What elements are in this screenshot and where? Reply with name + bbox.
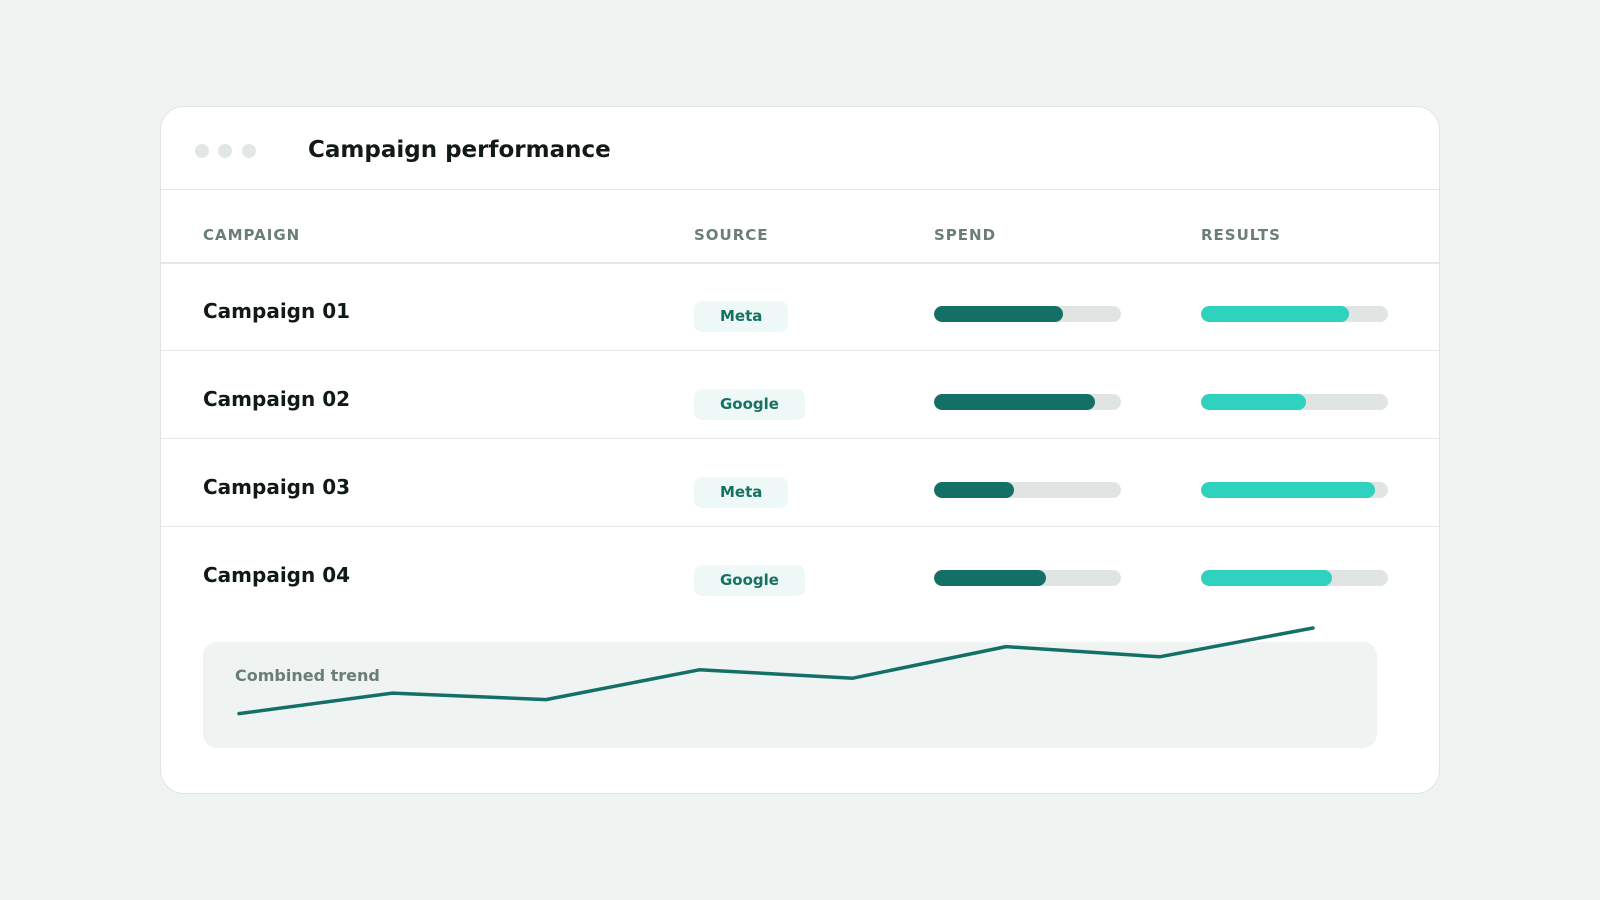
spend-bar-fill: [934, 570, 1047, 586]
campaign-name: Campaign 04: [203, 563, 351, 587]
window-title: Campaign performance: [308, 137, 611, 163]
results-bar: [1201, 394, 1388, 410]
table-row[interactable]: Campaign 02 Google: [161, 351, 1439, 439]
trend-sparkline: [237, 626, 1315, 716]
window-control-dot[interactable]: [195, 144, 209, 158]
spend-bar: [934, 570, 1121, 586]
results-bar-fill: [1201, 394, 1306, 410]
results-bar: [1201, 306, 1388, 322]
campaign-name: Campaign 03: [203, 475, 351, 499]
results-bar-fill: [1201, 482, 1375, 498]
campaign-name: Campaign 02: [203, 387, 351, 411]
trend-label: Combined trend: [235, 666, 380, 685]
window-control-dot[interactable]: [218, 144, 232, 158]
spend-bar-fill: [934, 482, 1015, 498]
source-badge: Meta: [694, 477, 789, 508]
results-bar-fill: [1201, 306, 1349, 322]
spend-bar-fill: [934, 394, 1095, 410]
column-header-results: RESULTS: [1201, 226, 1281, 244]
combined-trend-panel: Combined trend: [203, 626, 1377, 748]
spend-bar: [934, 306, 1121, 322]
source-badge: Meta: [694, 301, 789, 332]
column-header-source: SOURCE: [694, 226, 769, 244]
spend-bar: [934, 394, 1121, 410]
results-bar-fill: [1201, 570, 1332, 586]
results-bar: [1201, 482, 1388, 498]
campaign-performance-window: Campaign performance CAMPAIGN SOURCE SPE…: [160, 106, 1440, 794]
header-divider: [161, 262, 1439, 264]
spend-bar: [934, 482, 1121, 498]
table-row[interactable]: Campaign 03 Meta: [161, 439, 1439, 527]
window-control-dot[interactable]: [242, 144, 256, 158]
campaign-name: Campaign 01: [203, 299, 351, 323]
spend-bar-fill: [934, 306, 1064, 322]
trend-line: [237, 626, 1315, 716]
column-header-campaign: CAMPAIGN: [203, 226, 301, 244]
table-row[interactable]: Campaign 04 Google: [161, 527, 1439, 615]
results-bar: [1201, 570, 1388, 586]
source-badge: Google: [694, 389, 805, 420]
column-header-spend: SPEND: [934, 226, 997, 244]
table-row[interactable]: Campaign 01 Meta: [161, 263, 1439, 351]
title-bar: Campaign performance: [161, 107, 1439, 190]
source-badge: Google: [694, 565, 805, 596]
